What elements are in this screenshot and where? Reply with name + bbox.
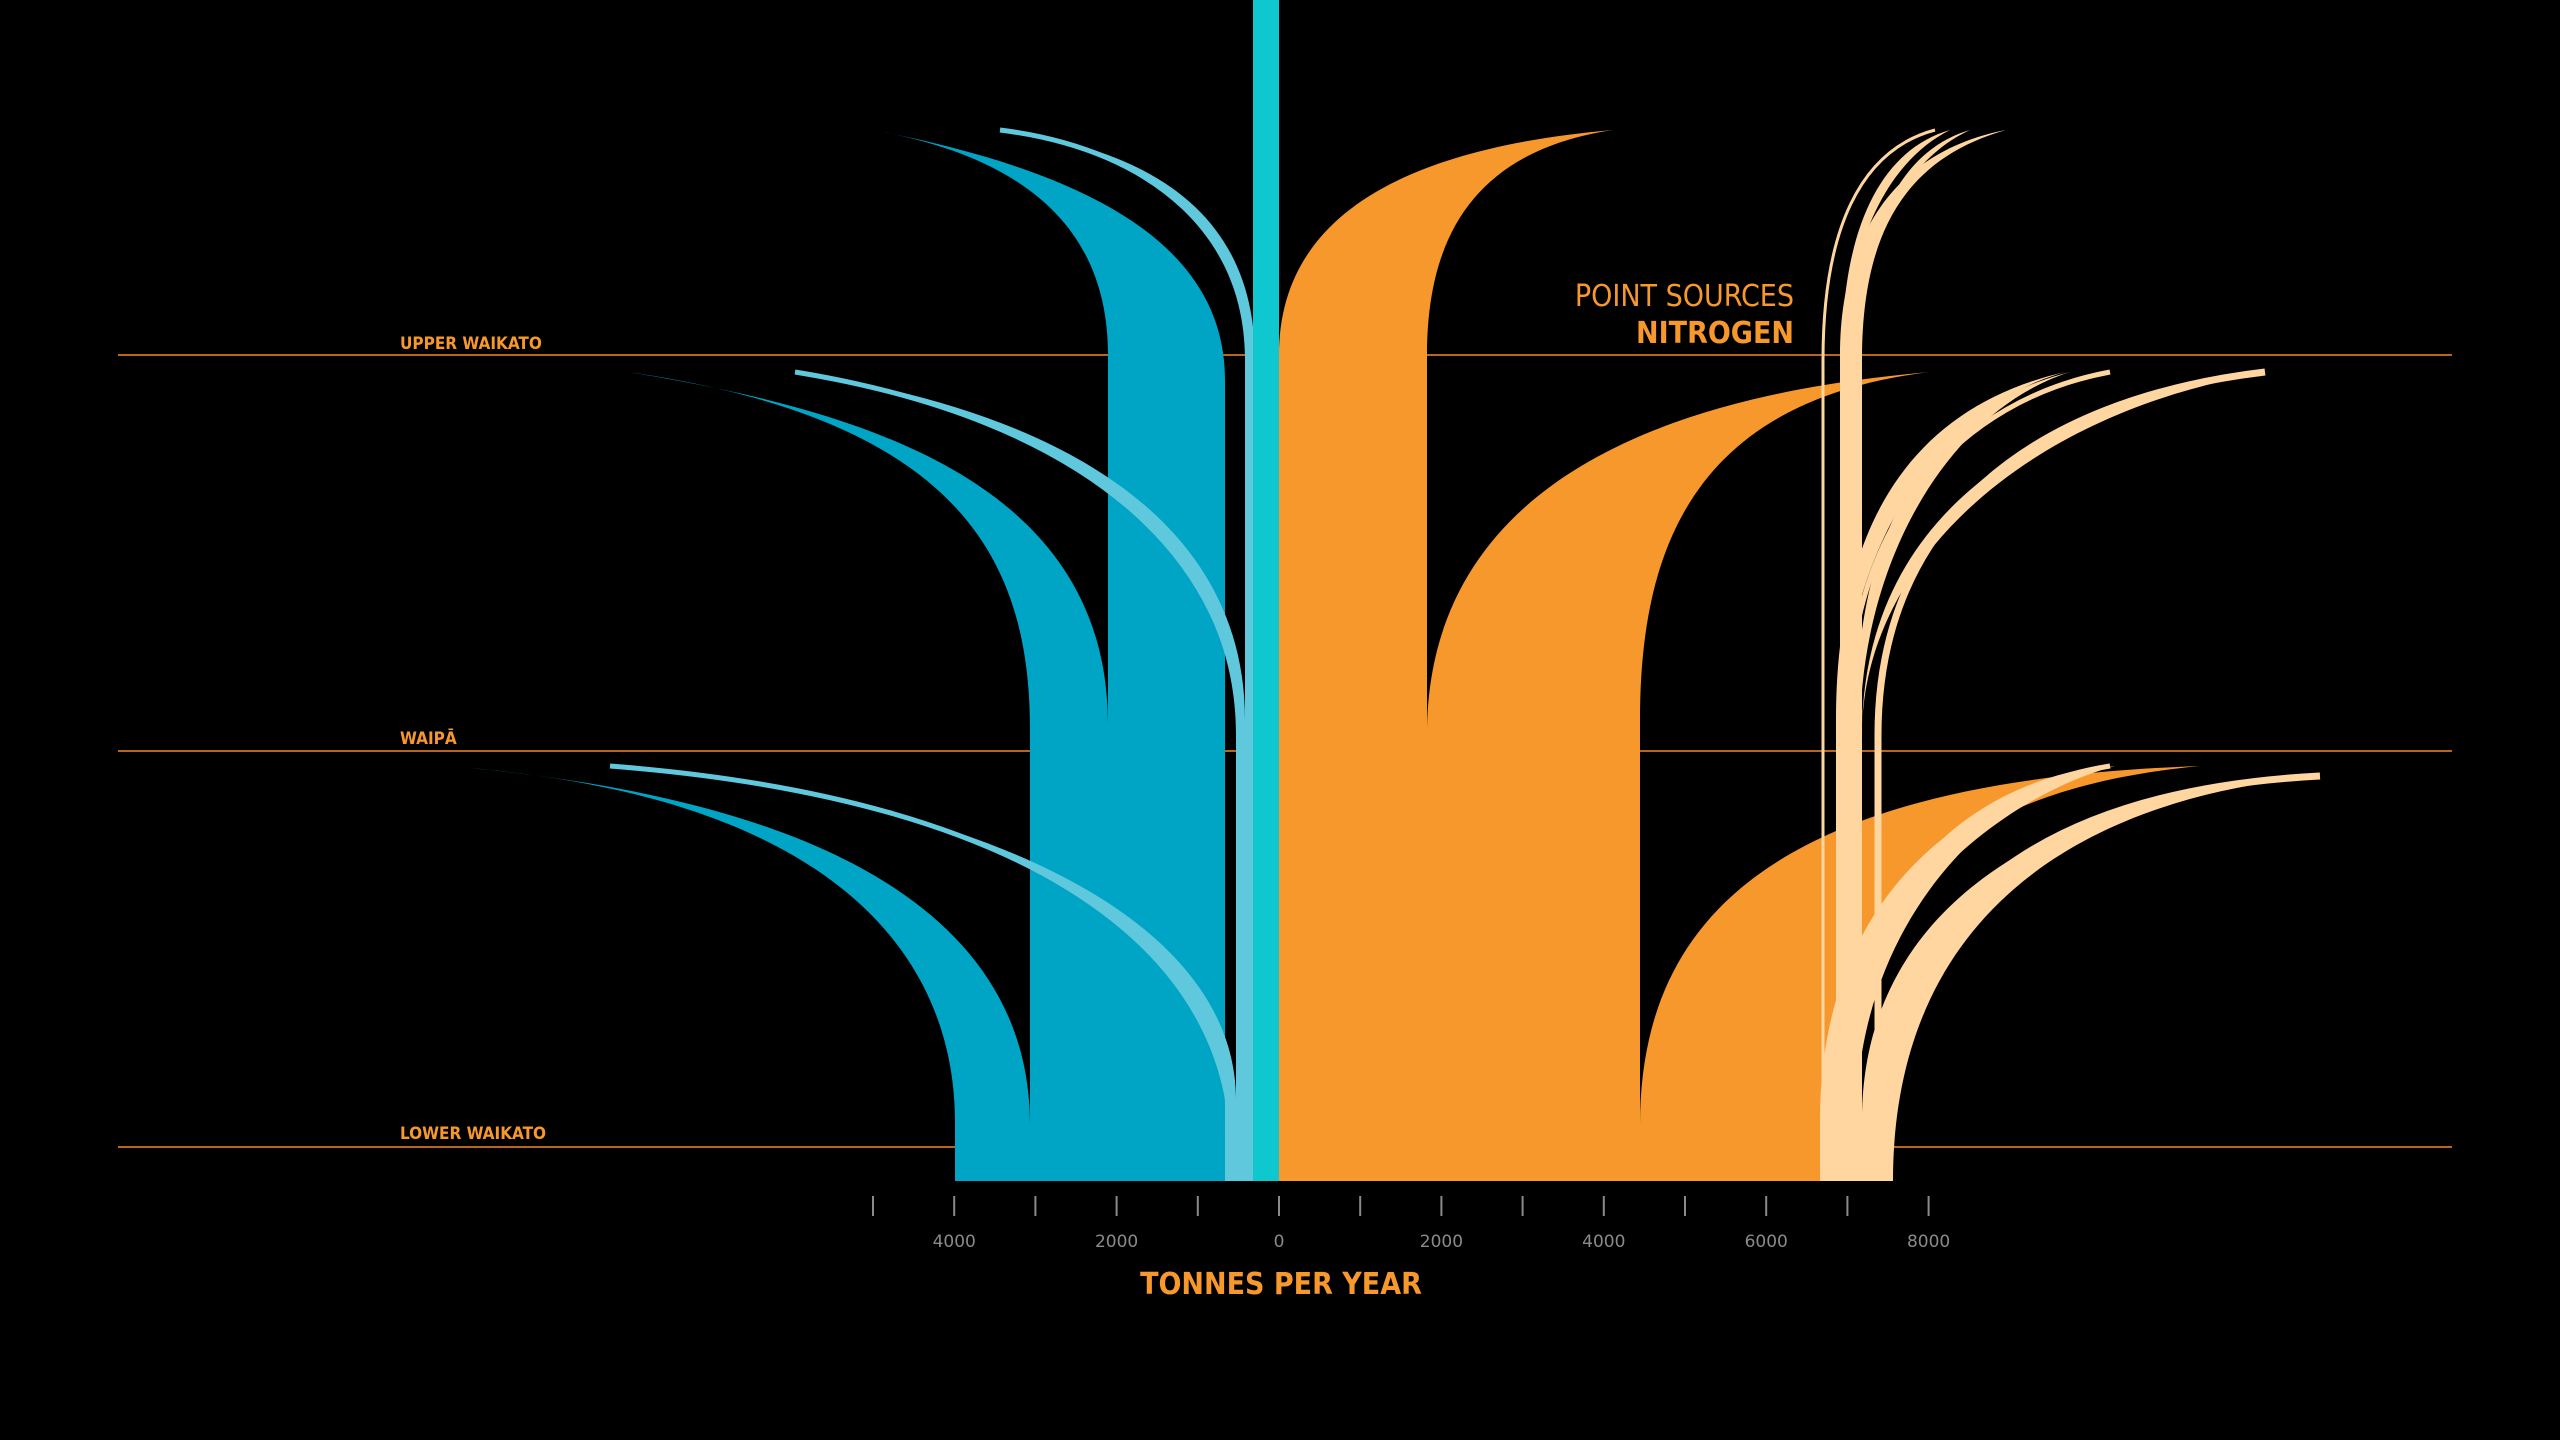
x-tick-label: 6000 xyxy=(1745,1232,1788,1252)
peach-stroke-1 xyxy=(1821,128,1936,1160)
flow-series xyxy=(470,0,2321,1181)
peach-stroke-3 xyxy=(1847,763,2111,1150)
light-blue-stroke-3 xyxy=(999,127,1251,361)
peach-stroke-4 xyxy=(1874,368,2266,1140)
x-tick-label: 4000 xyxy=(1582,1232,1625,1252)
peach-stroke-5 xyxy=(1874,772,2321,1141)
orange-stem xyxy=(1279,130,2200,1181)
x-tick-label: 2000 xyxy=(1420,1232,1463,1252)
region-label-lower-waikato: LOWER WAIKATO xyxy=(400,1124,546,1144)
light-blue-stroke-1 xyxy=(609,763,1235,1151)
region-label-upper-waikato: UPPER WAIKATO xyxy=(400,334,542,354)
x-axis: 4000 2000 0 2000 4000 6000 8000 xyxy=(872,1196,1950,1252)
x-tick-label: 0 xyxy=(1274,1232,1285,1252)
peach-stem-3 xyxy=(1840,130,2320,1181)
x-tick-label: 2000 xyxy=(1095,1232,1138,1252)
x-tick-label: 8000 xyxy=(1907,1232,1950,1252)
peach-stroke-2 xyxy=(1845,369,2111,1160)
cyan-bar xyxy=(1253,0,1279,1181)
chart-title-line2: NITROGEN xyxy=(1636,316,1794,351)
x-axis-label: TONNES PER YEAR xyxy=(1140,1267,1422,1302)
chart-title-line1: POINT SOURCES xyxy=(1575,279,1794,314)
blue-stem xyxy=(470,130,1225,1181)
x-tick-label: 4000 xyxy=(933,1232,976,1252)
region-label-waipa: WAIPĀ xyxy=(400,727,457,749)
peach-stem-2 xyxy=(1840,130,2100,1181)
light-blue-stroke-2 xyxy=(794,369,1243,741)
